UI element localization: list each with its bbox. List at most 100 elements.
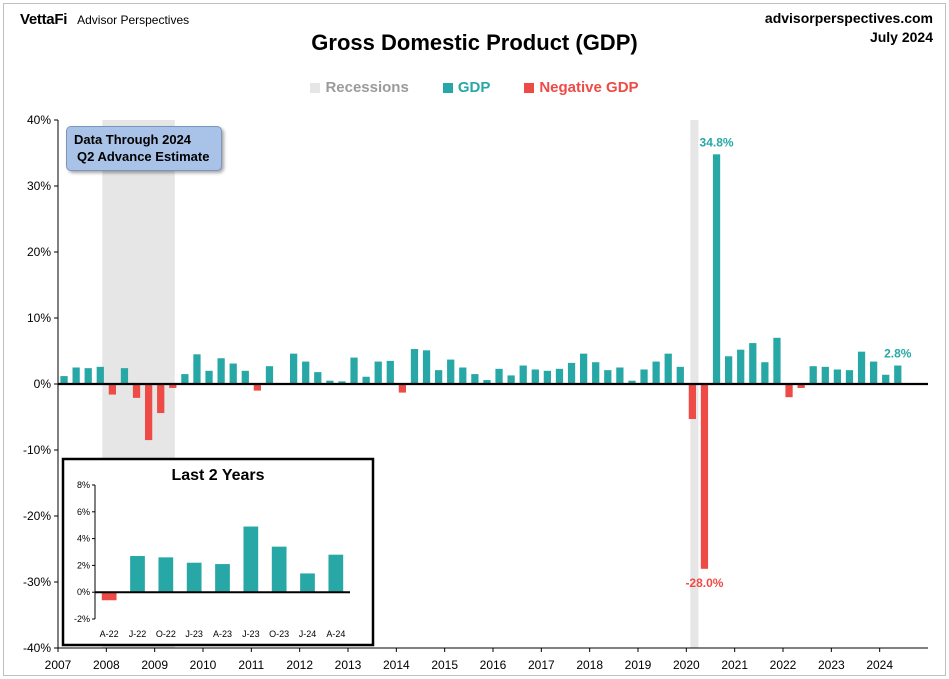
brand-name: Advisor Perspectives [77,13,190,27]
vettafi-logo: VettaFi [20,11,68,28]
inset-bar [101,592,117,601]
gdp-bar [592,362,600,384]
gdp-bar [398,384,406,393]
gdp-bar [688,384,696,419]
brand-header: VettaFi Advisor Perspectives [20,11,189,28]
inset-frame [61,457,375,647]
y-tick-label: -20% [23,509,51,523]
inset-x-tick-label: O-22 [156,629,176,639]
gdp-bar [543,370,551,384]
gdp-bar [302,361,310,384]
gdp-bar [555,368,564,384]
data-label: -28.0% [685,576,723,590]
gdp-bar [108,384,116,395]
gdp-bar [193,354,201,384]
gdp-bar [700,384,709,569]
gdp-bar [604,370,612,384]
x-tick-label: 2007 [45,658,72,672]
inset-y-tick-label: 6% [77,507,90,517]
gdp-bar [809,366,817,384]
y-tick-label: 0% [34,377,52,391]
chart-title: Gross Domestic Product (GDP) [311,30,638,55]
site-url: advisorperspectives.com [764,10,933,26]
y-tick-label: -10% [23,443,51,457]
inset-bar [158,557,174,593]
gdp-bar [350,357,358,384]
gdp-bar [157,384,165,414]
gdp-bar [72,367,80,384]
data-label: 34.8% [700,135,734,149]
x-tick-label: 2023 [818,658,845,672]
gdp-bar [712,154,721,384]
inset-y-tick-label: 0% [77,587,90,597]
legend-label-gdp: GDP [457,79,491,96]
x-tick-label: 2015 [431,658,458,672]
inset-bar [300,573,315,593]
gdp-bar [326,380,334,384]
gdp-bar [422,350,431,384]
inset-x-tick-label: A-23 [213,629,232,639]
gdp-bar [447,359,455,384]
gdp-bar [628,380,636,384]
x-tick-label: 2010 [190,658,217,672]
gdp-bar [737,349,745,384]
inset-x-tick-label: A-22 [100,629,119,639]
inset-y-tick-label: 2% [77,560,90,570]
gdp-bar [761,362,769,384]
gdp-bar [338,381,346,384]
gdp-bar [217,358,225,384]
gdp-bar [120,368,129,384]
gdp-bar [821,366,829,384]
gdp-bar [181,374,189,384]
data-note-box: Data Through 2024 Q2 Advance Estimate [66,126,222,171]
gdp-bar [84,368,92,384]
inset-bar [271,546,287,593]
gdp-bar [265,366,274,384]
gdp-bar [290,353,298,384]
gdp-bar [169,384,177,388]
inset-chart: Last 2 Years 8% 6% 4% 2% 0% -2% A-22 J-22 O-22 J-2… [61,457,375,647]
x-tick-label: 2014 [383,658,410,672]
gdp-bar [640,369,648,384]
x-tick-label: 2013 [335,658,362,672]
legend-swatch-gdp [442,82,453,93]
gdp-bar [616,367,624,384]
gdp-bar [507,375,515,384]
x-tick-label: 2021 [721,658,748,672]
y-tick-label: 20% [27,245,51,259]
inset-title: Last 2 Years [171,467,264,484]
gdp-bar [241,370,249,384]
gdp-bar [833,369,841,384]
x-tick-label: 2017 [528,658,555,672]
inset-x-tick-label: J-24 [299,629,317,639]
gdp-bar [386,360,394,384]
gdp-bar [483,380,491,384]
x-tick-label: 2024 [866,658,893,672]
gdp-bar [676,366,684,384]
legend-item-recessions: Recessions [310,79,409,96]
gdp-bar [362,376,370,384]
gdp-bar [519,365,527,384]
gdp-bar [314,372,322,384]
inset-bar [186,562,202,593]
gdp-bar [580,353,588,384]
gdp-bar [145,384,153,441]
legend-item-negative-gdp: Negative GDP [524,79,639,96]
legend-label-recessions: Recessions [325,79,409,96]
x-tick-label: 2022 [770,658,797,672]
inset-x-tick-label: J-22 [129,629,147,639]
gdp-bar [253,384,261,391]
x-tick-label: 2018 [576,658,603,672]
publish-date: July 2024 [869,29,933,45]
legend-item-gdp: GDP [442,79,491,96]
inset-x-tick-label: J-23 [185,629,203,639]
y-tick-label: -40% [23,641,51,655]
gdp-bar [229,363,237,384]
gdp-bar [435,370,443,384]
inset-bar [328,554,344,593]
x-tick-label: 2016 [480,658,507,672]
x-tick-label: 2009 [141,658,168,672]
inset-y-tick-label: -2% [74,614,90,624]
gdp-bar [374,361,382,384]
